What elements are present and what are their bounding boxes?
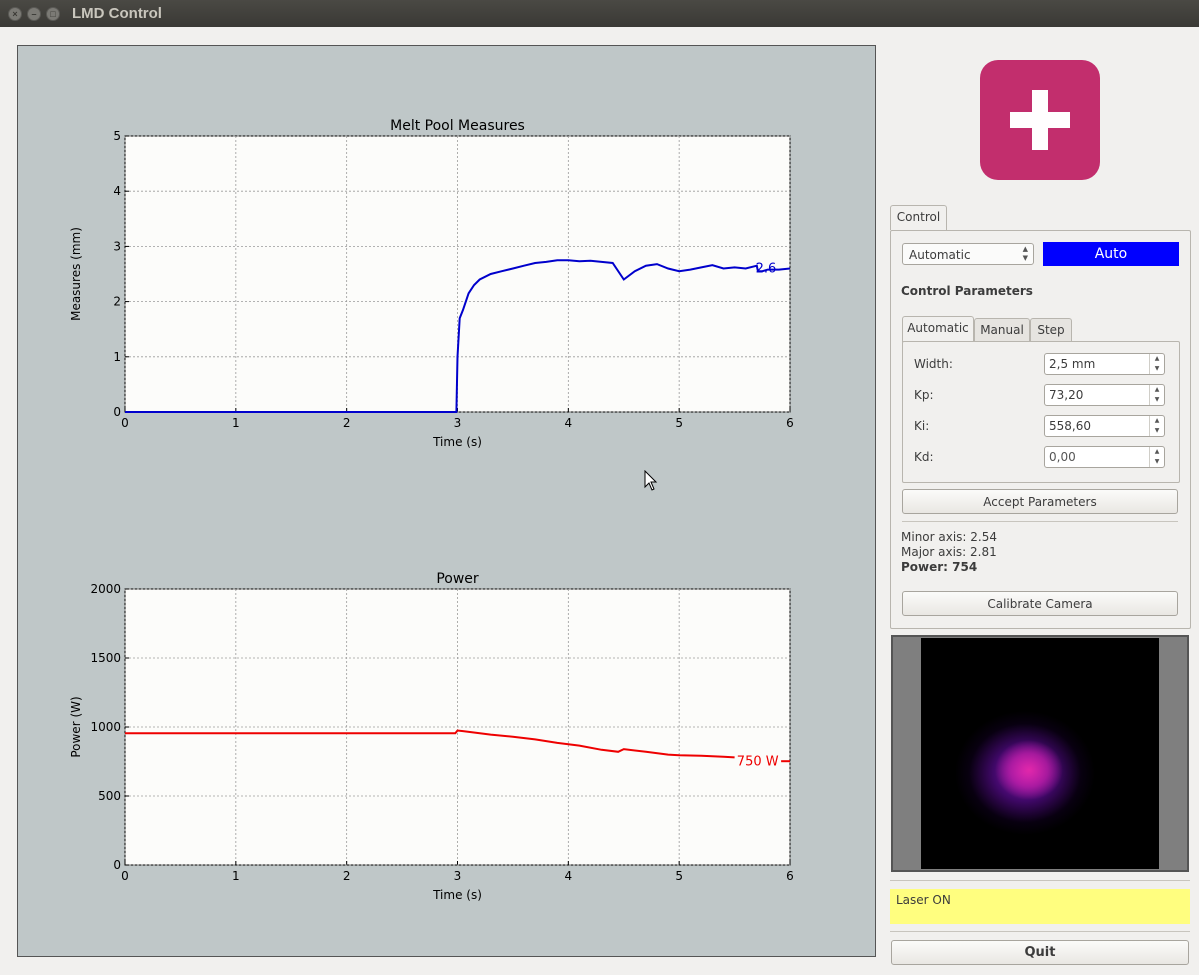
plot-panel: 0 1 2 3 4 5 6 0 1 2 3 4 5 Melt Pool Measures Time (s) M…	[17, 45, 876, 957]
status-bar: Laser ON	[890, 889, 1190, 924]
x-tick-label: 5	[675, 416, 683, 430]
y-axis-label: Measures (mm)	[69, 227, 83, 321]
x-tick-label: 6	[786, 869, 794, 883]
x-tick-label: 6	[786, 416, 794, 430]
y-tick-label: 500	[98, 789, 121, 803]
x-tick-label: 3	[454, 869, 462, 883]
separator	[890, 880, 1190, 881]
mouse-cursor-icon	[644, 470, 658, 491]
x-tick-label: 4	[565, 416, 573, 430]
y-tick-label: 5	[113, 129, 121, 143]
width-label: Width:	[914, 357, 953, 371]
spin-arrows-icon[interactable]: ▲ ▼	[1149, 354, 1164, 374]
spin-arrows-icon[interactable]: ▲ ▼	[1149, 385, 1164, 405]
add-logo-icon	[980, 60, 1100, 180]
series-line	[125, 259, 791, 413]
separator	[902, 521, 1178, 522]
ki-label: Ki:	[914, 419, 930, 433]
y-tick-label: 0	[113, 405, 121, 419]
y-tick-label: 0	[113, 858, 121, 872]
spin-arrows-icon[interactable]: ▲ ▼	[1149, 416, 1164, 436]
kp-label: Kp:	[914, 388, 934, 402]
y-tick-label: 3	[113, 239, 121, 253]
tab-control[interactable]: Control	[890, 205, 947, 230]
power-readout: Power: 754	[901, 560, 978, 574]
x-tick-label: 4	[565, 869, 573, 883]
x-tick-label: 0	[121, 869, 129, 883]
mode-select-value: Automatic	[909, 248, 971, 262]
ki-field[interactable]: 558,60 ▲ ▼	[1044, 415, 1165, 437]
close-window-icon[interactable]: ×	[8, 7, 22, 21]
plots-canvas: 0 1 2 3 4 5 6 0 1 2 3 4 5 Melt Pool Measures Time (s) M…	[69, 118, 794, 902]
y-tick-label: 2	[113, 295, 121, 309]
subtab-step[interactable]: Step	[1030, 318, 1072, 342]
window-title: LMD Control	[72, 5, 162, 22]
title-bar: × – □ LMD Control	[0, 0, 1199, 27]
spin-arrows-icon: ▲ ▼	[1022, 245, 1028, 262]
x-tick-label: 3	[454, 416, 462, 430]
spin-arrows-icon[interactable]: ▲ ▼	[1149, 447, 1164, 467]
ki-value: 558,60	[1049, 419, 1091, 433]
width-field[interactable]: 2,5 mm ▲ ▼	[1044, 353, 1165, 375]
kd-label: Kd:	[914, 450, 934, 464]
accept-parameters-button[interactable]: Accept Parameters	[902, 489, 1178, 514]
chart-title: Melt Pool Measures	[390, 118, 525, 134]
value-annotation: 750 W	[737, 755, 779, 770]
mode-badge: Auto	[1043, 242, 1179, 266]
maximize-window-icon[interactable]: □	[46, 7, 60, 21]
status-text: Laser ON	[896, 893, 951, 907]
x-axis-label: Time (s)	[432, 888, 482, 902]
x-tick-label: 1	[232, 416, 240, 430]
y-tick-label: 4	[113, 184, 121, 198]
chart-1: 0 1 2 3 4 5 6 0 500 1000 1500 2000 Power Time (s) Powe…	[69, 571, 794, 902]
x-tick-label: 2	[343, 869, 351, 883]
mode-select[interactable]: Automatic ▲ ▼	[902, 243, 1034, 265]
subtab-manual[interactable]: Manual	[974, 318, 1030, 342]
y-tick-label: 2000	[90, 582, 121, 596]
y-tick-label: 1000	[90, 720, 121, 734]
chart-0: 0 1 2 3 4 5 6 0 1 2 3 4 5 Melt Pool Measures Time (s) M…	[69, 118, 794, 449]
x-tick-label: 0	[121, 416, 129, 430]
kd-field[interactable]: 0,00 ▲ ▼	[1044, 446, 1165, 468]
kd-value: 0,00	[1049, 450, 1076, 464]
x-tick-label: 2	[343, 416, 351, 430]
y-axis-label: Power (W)	[69, 696, 83, 757]
separator	[890, 931, 1190, 932]
kp-value: 73,20	[1049, 388, 1084, 402]
quit-button[interactable]: Quit	[891, 940, 1189, 965]
camera-view	[891, 635, 1189, 872]
x-axis-label: Time (s)	[432, 435, 482, 449]
subtab-automatic[interactable]: Automatic	[902, 316, 974, 342]
y-tick-label: 1500	[90, 651, 121, 665]
width-value: 2,5 mm	[1049, 357, 1096, 371]
melt-pool-image	[921, 638, 1159, 869]
x-tick-label: 1	[232, 869, 240, 883]
x-tick-label: 5	[675, 869, 683, 883]
major-axis-readout: Major axis: 2.81	[901, 545, 997, 559]
calibrate-camera-button[interactable]: Calibrate Camera	[902, 591, 1178, 616]
minor-axis-readout: Minor axis: 2.54	[901, 530, 997, 544]
control-parameters-title: Control Parameters	[901, 284, 1033, 298]
series-line	[125, 729, 735, 759]
value-annotation: 2.6	[756, 261, 777, 276]
kp-field[interactable]: 73,20 ▲ ▼	[1044, 384, 1165, 406]
minimize-window-icon[interactable]: –	[27, 7, 41, 21]
chart-title: Power	[436, 571, 479, 587]
y-tick-label: 1	[113, 350, 121, 364]
